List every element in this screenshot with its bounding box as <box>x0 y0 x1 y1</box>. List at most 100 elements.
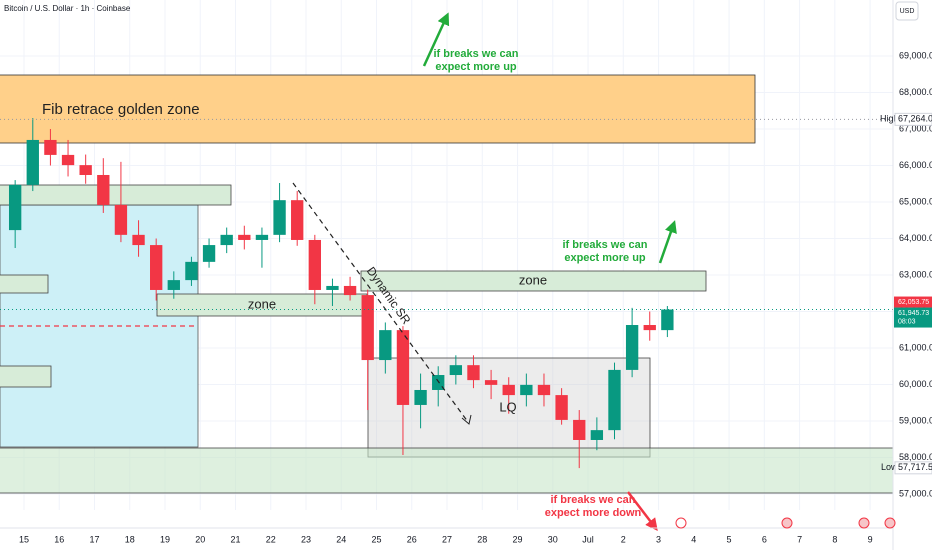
toolbar-icons <box>675 517 896 529</box>
candle-body <box>361 295 374 361</box>
event-icon[interactable] <box>781 517 793 529</box>
y-tick-label: 64,000.00 <box>899 233 932 243</box>
candle-body <box>537 384 551 396</box>
candle-body <box>150 245 163 290</box>
up-arrow <box>422 12 450 67</box>
candle-body <box>308 239 321 290</box>
candle-body <box>291 200 304 240</box>
lq-label: LQ <box>499 399 516 414</box>
x-tick-label: 22 <box>266 534 276 544</box>
candle-body <box>661 309 674 331</box>
currency: USD <box>900 8 915 15</box>
candle-body <box>220 234 233 246</box>
x-tick-label: 8 <box>832 534 837 544</box>
fib-label: Fib retrace golden zone <box>42 101 200 118</box>
high-name: High <box>880 114 899 124</box>
note: if breaks we can <box>551 494 636 506</box>
candle-body <box>79 165 92 175</box>
low-tag <box>894 461 932 475</box>
fib-zone <box>0 74 756 144</box>
candle-body <box>520 384 533 396</box>
zone-label: zone <box>519 272 547 287</box>
low-name: Low <box>881 462 898 472</box>
x-tick-label: 17 <box>89 534 99 544</box>
dynamic-line <box>292 182 469 423</box>
candle-body <box>484 380 498 385</box>
y-tick-label: 61,000.00 <box>899 342 932 352</box>
high-label: 67,264.00 <box>898 114 932 124</box>
x-tick-label: 20 <box>195 534 205 544</box>
candle-body <box>185 261 198 281</box>
note: expect more up <box>564 252 646 264</box>
candle-body <box>326 285 339 290</box>
candle-body <box>414 389 427 405</box>
up-arrow <box>658 220 677 264</box>
y-tick-label: 57,000.00 <box>899 488 932 498</box>
note: if breaks we can <box>563 239 648 251</box>
candle-body <box>132 234 145 246</box>
event-icon[interactable] <box>884 517 896 529</box>
candle-body <box>608 369 621 431</box>
y-tick-label: 69,000.00 <box>899 50 932 60</box>
y-tick-label: 68,000.00 <box>899 87 932 97</box>
candle-body <box>643 325 656 331</box>
countdown: 08:03 <box>898 318 916 325</box>
candle-body <box>449 365 463 376</box>
x-tick-label: 26 <box>407 534 417 544</box>
note: if breaks we can <box>434 48 519 60</box>
note: expect more down <box>545 507 642 519</box>
green-zone <box>0 274 49 294</box>
candle-body <box>502 384 515 396</box>
candle-body <box>343 285 357 296</box>
y-tick-label: 63,000.00 <box>899 269 932 279</box>
candle-body <box>202 245 216 262</box>
candle-body <box>573 419 586 440</box>
candle-body <box>61 154 75 166</box>
event-icon[interactable] <box>675 517 687 529</box>
x-tick-label: 5 <box>727 534 732 544</box>
low-label: 57,717.55 <box>898 462 932 472</box>
y-tick-label: 60,000.00 <box>899 379 932 389</box>
arrow-head <box>461 414 472 425</box>
x-tick-label: 2 <box>621 534 626 544</box>
x-tick-label: 30 <box>548 534 558 544</box>
y-tick-label: 59,000.00 <box>899 415 932 425</box>
x-tick-label: 24 <box>336 534 346 544</box>
x-tick-label: 6 <box>762 534 767 544</box>
y-tick-label: 67,000.00 <box>899 123 932 133</box>
down-arrow <box>627 491 658 531</box>
y-tick-label: 58,000.00 <box>899 452 932 462</box>
drawings <box>0 74 893 494</box>
candle-body <box>114 204 128 235</box>
symbol-title[interactable]: Bitcoin / U.S. Dollar · 1h · Coinbase <box>4 4 131 13</box>
candle-body <box>625 325 639 370</box>
x-tick-label: 21 <box>230 534 240 544</box>
bottom-zone <box>0 447 893 494</box>
x-tick-label: 9 <box>868 534 873 544</box>
x-tick-label: Jul <box>582 534 594 544</box>
x-tick-label: 19 <box>160 534 170 544</box>
zone-right <box>360 270 707 292</box>
x-tick-label: 27 <box>442 534 452 544</box>
x-tick-label: 16 <box>54 534 64 544</box>
candle-body <box>379 330 392 361</box>
x-tick-label: 28 <box>477 534 487 544</box>
currency-button[interactable] <box>895 1 919 21</box>
last-price-label: 62,053.75 <box>898 299 929 306</box>
bid-label: 61,945.73 <box>898 310 929 317</box>
candle-body <box>238 234 251 240</box>
y-tick-label: 66,000.00 <box>899 160 932 170</box>
candle-body <box>432 375 445 390</box>
last-price-tag <box>894 296 932 308</box>
candle-body <box>97 174 110 205</box>
green-zone <box>0 184 232 206</box>
y-tick-label: 65,000.00 <box>899 196 932 206</box>
candle-body <box>44 139 57 155</box>
green-zone <box>0 365 52 388</box>
price-axis <box>893 0 932 550</box>
candle-body <box>255 234 269 240</box>
candle-body <box>555 395 568 420</box>
candle-body <box>273 200 286 235</box>
event-icon[interactable] <box>858 517 870 529</box>
